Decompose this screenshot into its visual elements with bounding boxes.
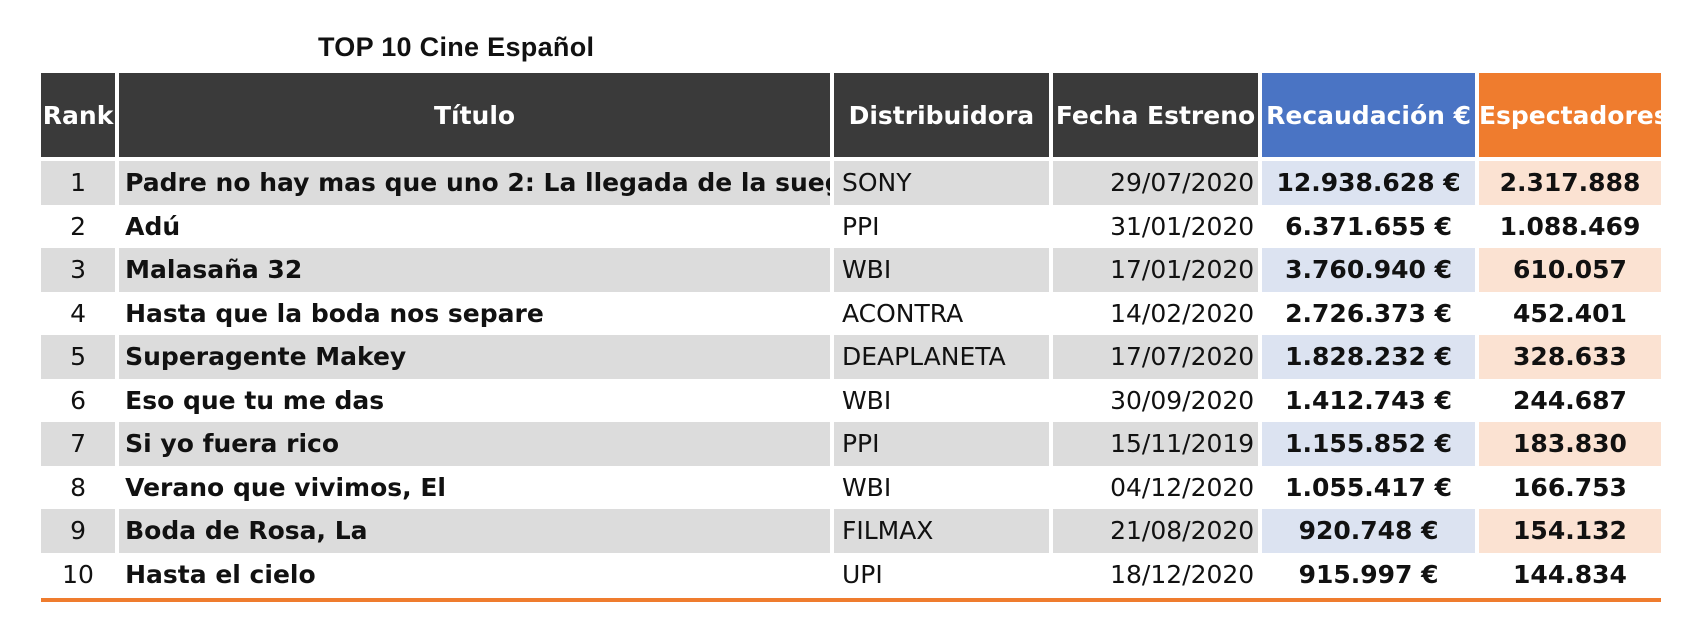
cell-distribuidora: WBI <box>831 378 1053 422</box>
cell-espectadores: 2.317.888 <box>1476 157 1661 205</box>
cell-distribuidora: SONY <box>831 157 1053 205</box>
table-row: 6 Eso que tu me das WBI 30/09/2020 1.412.743… <box>41 378 1661 422</box>
cell-espectadores: 1.088.469 <box>1499 211 1641 241</box>
cell-rank: 8 <box>41 465 120 509</box>
table-body: 1 Padre no hay mas que uno 2: La llegada … <box>41 157 1661 596</box>
cell-titulo: Superagente Makey <box>117 335 834 379</box>
cell-rank: 7 <box>41 422 120 466</box>
col-header-titulo: Título <box>117 73 834 159</box>
table-row: 3 Malasaña 32 WBI 17/01/2020 3.760.940 €610.… <box>41 248 1661 292</box>
cell-espectadores: 452.401 <box>1513 298 1627 328</box>
cell-distribuidora: UPI <box>831 552 1053 596</box>
cell-titulo: Eso que tu me das <box>117 378 834 422</box>
cell-espectadores: 328.633 <box>1476 335 1661 379</box>
cell-recaudacion: 1.055.417 € <box>1260 465 1479 509</box>
cell-espectadores: 610.057 <box>1476 248 1661 292</box>
col-header-recaudacion: Recaudación € <box>1260 73 1479 159</box>
cell-titulo: Padre no hay mas que uno 2: La llegada d… <box>117 157 834 205</box>
cell-fecha: 30/09/2020 <box>1050 378 1263 422</box>
cell-recaudacion: 915.997 € <box>1260 552 1479 596</box>
col-header-espectadores: Espectadores <box>1476 73 1669 159</box>
cell-fecha: 21/08/2020 <box>1050 509 1263 553</box>
cell-distribuidora: WBI <box>831 465 1053 509</box>
table-row: 8 Verano que vivimos, El WBI 04/12/2020 1.05… <box>41 465 1661 509</box>
cell-espectadores: 166.753 <box>1513 472 1627 502</box>
cell-distribuidora: WBI <box>831 248 1053 292</box>
cell-rank: 3 <box>41 248 120 292</box>
cell-recaudacion: 1.412.743 € <box>1260 378 1479 422</box>
cell-espectadores: 154.132 <box>1476 509 1661 553</box>
table-row: 5 Superagente Makey DEAPLANETA 17/07/2020 1.… <box>41 335 1661 379</box>
cell-rank: 9 <box>41 509 120 553</box>
cell-fecha: 31/01/2020 <box>1050 204 1263 248</box>
cell-espectadores: 183.830 <box>1476 422 1661 466</box>
table-row: 10 Hasta el cielo UPI 18/12/2020 915.997 € 14… <box>41 552 1661 596</box>
cell-rank: 6 <box>41 378 120 422</box>
cell-fecha: 18/12/2020 <box>1050 552 1263 596</box>
cell-rank: 5 <box>41 335 120 379</box>
cell-titulo: Verano que vivimos, El <box>117 465 834 509</box>
col-header-fecha: Fecha Estreno <box>1050 73 1263 159</box>
cell-recaudacion: 2.726.373 € <box>1260 291 1479 335</box>
cell-recaudacion: 1.155.852 € <box>1260 422 1479 466</box>
cell-fecha: 17/07/2020 <box>1050 335 1263 379</box>
cell-rank: 2 <box>41 204 120 248</box>
cell-distribuidora: ACONTRA <box>831 291 1053 335</box>
cell-titulo: Hasta el cielo <box>117 552 834 596</box>
col-header-distribuidora: Distribuidora <box>831 73 1053 159</box>
cell-espectadores: 244.687 <box>1513 385 1627 415</box>
cell-titulo: Si yo fuera rico <box>117 422 834 466</box>
table-row: 9 Boda de Rosa, La FILMAX 21/08/2020 920.748… <box>41 509 1661 553</box>
cell-distribuidora: DEAPLANETA <box>831 335 1053 379</box>
table-row: 1 Padre no hay mas que uno 2: La llegada … <box>41 157 1661 205</box>
cell-titulo: Adú <box>117 204 834 248</box>
cell-distribuidora: FILMAX <box>831 509 1053 553</box>
cell-recaudacion: 6.371.655 € <box>1260 204 1479 248</box>
cell-recaudacion: 1.828.232 € <box>1260 335 1479 379</box>
cell-titulo: Boda de Rosa, La <box>117 509 834 553</box>
cell-recaudacion: 920.748 € <box>1260 509 1479 553</box>
table-row: 2 Adú PPI 31/01/2020 6.371.655 € 1.088.469 <box>41 204 1661 248</box>
bottom-rule <box>41 598 1661 602</box>
cell-recaudacion: 12.938.628 € <box>1260 157 1479 205</box>
table-header-row: Rank Título Distribuidora Fecha Estreno … <box>41 73 1669 159</box>
cell-rank: 10 <box>41 552 120 596</box>
cell-fecha: 14/02/2020 <box>1050 291 1263 335</box>
col-header-rank: Rank <box>41 73 120 159</box>
cell-fecha: 04/12/2020 <box>1050 465 1263 509</box>
cell-rank: 4 <box>41 291 120 335</box>
page-title: TOP 10 Cine Español <box>318 32 595 62</box>
cell-fecha: 29/07/2020 <box>1050 157 1263 205</box>
cell-fecha: 17/01/2020 <box>1050 248 1263 292</box>
cell-titulo: Malasaña 32 <box>117 248 834 292</box>
cell-distribuidora: PPI <box>831 422 1053 466</box>
ranking-table: Rank Título Distribuidora Fecha Estreno … <box>41 73 1669 596</box>
cell-rank: 1 <box>41 157 120 205</box>
cell-titulo: Hasta que la boda nos separe <box>117 291 834 335</box>
table-row: 4 Hasta que la boda nos separe ACONTRA 14/0… <box>41 291 1661 335</box>
table-row: 7 Si yo fuera rico PPI 15/11/2019 1.155.852 … <box>41 422 1661 466</box>
cell-espectadores: 144.834 <box>1513 559 1627 589</box>
cell-recaudacion: 3.760.940 € <box>1260 248 1479 292</box>
cell-distribuidora: PPI <box>831 204 1053 248</box>
cell-fecha: 15/11/2019 <box>1050 422 1263 466</box>
